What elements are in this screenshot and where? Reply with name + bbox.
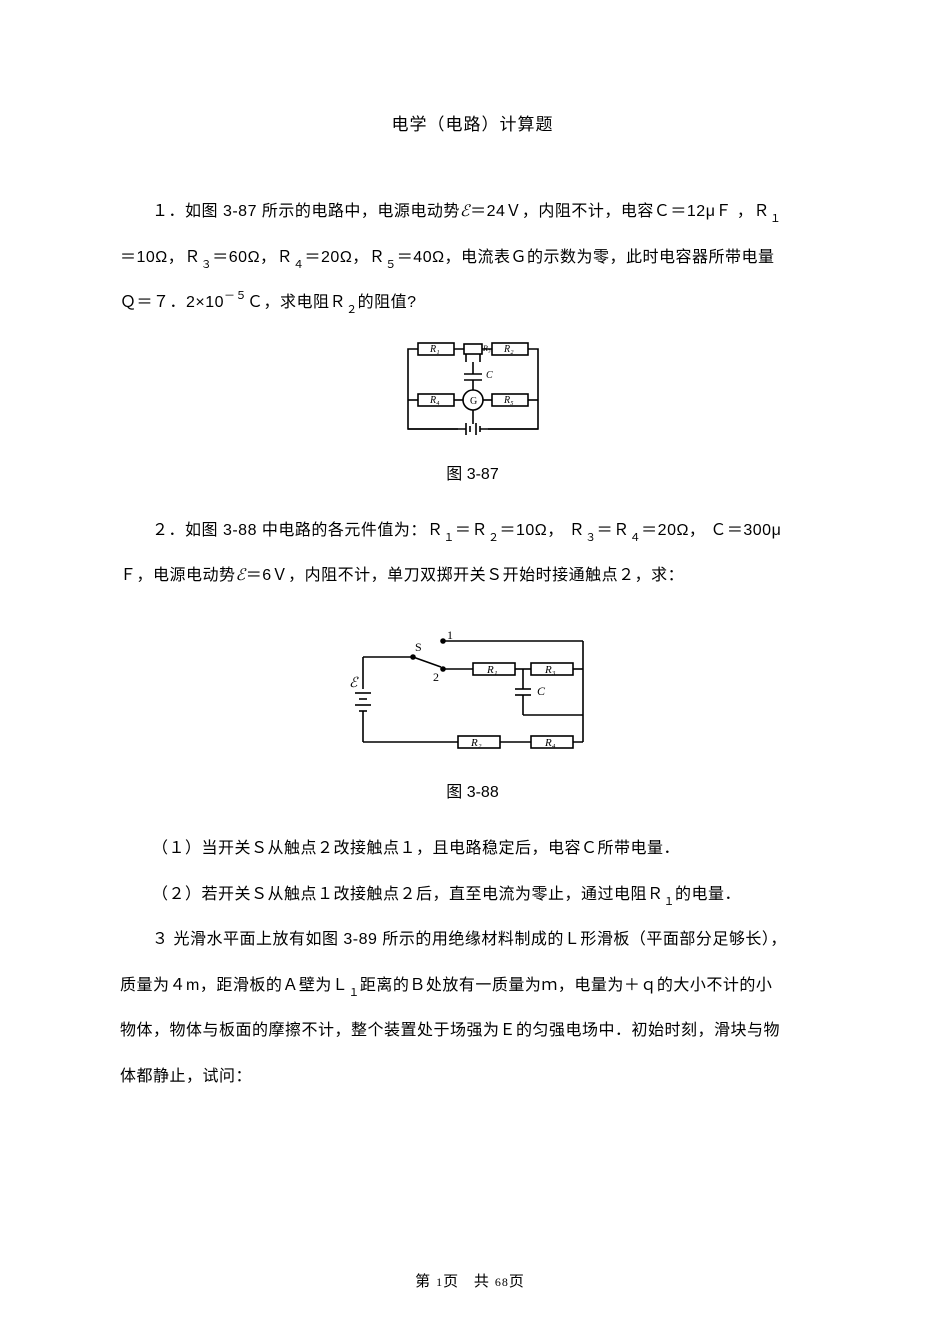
- label-r1-2: R₁: [486, 664, 498, 676]
- footer-c: 页: [509, 1274, 530, 1290]
- circuit-diagram-2: 1 2 S ℰ R₁ R₃ C R₂ R₄: [343, 627, 603, 767]
- label-r3-2: R₃: [544, 664, 556, 676]
- label-c: C: [486, 370, 493, 381]
- figure-3-88: 1 2 S ℰ R₁ R₃ C R₂ R₄: [120, 627, 825, 772]
- subscript-1: １: [770, 213, 782, 225]
- q1-text-a: １．如图 3-87 所示的电路中，电源电动势: [152, 203, 460, 220]
- footer-total: 68: [495, 1275, 509, 1289]
- q3-line3: 物体，物体与板面的摩擦不计，整个装置处于场强为Ｅ的匀强电场中．初始时刻，滑块与物: [120, 1010, 825, 1052]
- q2-sub4: ４: [630, 532, 642, 544]
- footer-b: 页 共: [443, 1274, 495, 1290]
- q2-l1c: ＝10Ω， Ｒ: [499, 522, 585, 539]
- q3-l2a: 质量为４m，距滑板的Ａ壁为Ｌ: [120, 977, 348, 994]
- q2s-sub1: １: [664, 896, 676, 908]
- label-r4-2: R₄: [544, 737, 556, 749]
- superscript-neg5: －５: [224, 290, 247, 302]
- q3-line2: 质量为４m，距滑板的Ａ壁为Ｌ１距离的Ｂ处放有一质量为ｍ，电量为＋ｑ的大小不计的小: [120, 965, 825, 1007]
- q2-l2b: ＝6Ｖ，内阻不计，单刀双掷开关Ｓ开始时接通触点２，求：: [246, 567, 684, 584]
- circuit-diagram-1: R₁ R₂ R₃ C G R₄ R₅: [388, 334, 558, 449]
- q2-l1d: ＝Ｒ: [597, 522, 630, 539]
- emf-symbol: ℰ: [460, 203, 470, 220]
- subscript-5: ５: [385, 259, 397, 271]
- q1-l3a: Ｑ＝７．2×10: [120, 294, 224, 311]
- label-r2-2: R₂: [470, 737, 482, 749]
- figure-3-87-caption: 图 3-87: [120, 460, 825, 484]
- q1-paragraph: １．如图 3-87 所示的电路中，电源电动势ℰ＝24Ｖ，内阻不计，电容Ｃ＝12μ…: [120, 191, 825, 233]
- q2-sub1: １: [443, 532, 455, 544]
- label-contact-1: 1: [447, 628, 453, 642]
- label-g: G: [470, 396, 477, 407]
- q3-l2b: 距离的Ｂ处放有一质量为ｍ，电量为＋ｑ的大小不计的小: [360, 977, 773, 994]
- label-contact-2: 2: [433, 670, 439, 684]
- q2-sub3: ３: [585, 532, 597, 544]
- label-r1: R₁: [429, 344, 440, 355]
- q2-l1b: ＝Ｒ: [455, 522, 488, 539]
- label-r2: R₂: [503, 344, 514, 355]
- subscript-4: ４: [293, 259, 305, 271]
- q2-paragraph-2: Ｆ，电源电动势ℰ＝6Ｖ，内阻不计，单刀双掷开关Ｓ开始时接通触点２，求：: [120, 555, 825, 597]
- q2-sub-2: （２）若开关Ｓ从触点１改接触点２后，直至电流为零止，通过电阻Ｒ１的电量．: [120, 874, 825, 916]
- q1-l3b: Ｃ，求电阻Ｒ: [247, 294, 346, 311]
- figure-3-87: R₁ R₂ R₃ C G R₄ R₅: [120, 334, 825, 454]
- subscript-3: ３: [201, 259, 213, 271]
- document-page: 电学（电路）计算题 １．如图 3-87 所示的电路中，电源电动势ℰ＝24Ｖ，内阻…: [0, 0, 945, 1337]
- emf-symbol-2: ℰ: [236, 567, 246, 584]
- q1-l2d: ＝40Ω，电流表Ｇ的示数为零，此时电容器所带电量: [397, 249, 775, 266]
- q2s-p2b: 的电量．: [675, 886, 741, 903]
- label-emf: ℰ: [349, 676, 359, 691]
- q2s-p2a: （２）若开关Ｓ从触点１改接触点２后，直至电流为零止，通过电阻Ｒ: [152, 886, 664, 903]
- q2-l2a: Ｆ，电源电动势: [120, 567, 236, 584]
- label-c-2: C: [537, 684, 546, 698]
- q3-line4: 体都静止，试问：: [120, 1056, 825, 1098]
- label-r5: R₅: [503, 395, 514, 406]
- q1-l2c: ＝20Ω，Ｒ: [305, 249, 386, 266]
- q3-line1: ３ 光滑水平面上放有如图 3-89 所示的用绝缘材料制成的Ｌ形滑板（平面部分足够…: [120, 919, 825, 961]
- footer-a: 第: [415, 1274, 436, 1290]
- label-switch-s: S: [415, 640, 422, 654]
- q1-l3c: 的阻值?: [358, 294, 417, 311]
- q3-sub1: １: [348, 987, 360, 999]
- q1-paragraph-3: Ｑ＝７．2×10－５Ｃ，求电阻Ｒ２的阻值?: [120, 282, 825, 324]
- q1-l2a: ＝10Ω，Ｒ: [120, 249, 201, 266]
- q2-l1a: ２．如图 3-88 中电路的各元件值为：Ｒ: [152, 522, 443, 539]
- page-footer: 第1页 共68页: [0, 1270, 945, 1291]
- q2-sub2: ２: [488, 532, 500, 544]
- subscript-2: ２: [346, 304, 358, 316]
- page-title: 电学（电路）计算题: [120, 110, 825, 135]
- q2-paragraph: ２．如图 3-88 中电路的各元件值为：Ｒ１＝Ｒ２＝10Ω， Ｒ３＝Ｒ４＝20Ω…: [120, 510, 825, 552]
- label-r3: R₃: [482, 344, 491, 353]
- label-r4: R₄: [429, 395, 440, 406]
- q1-l2b: ＝60Ω，Ｒ: [212, 249, 293, 266]
- q2-sub-1: （１）当开关Ｓ从触点２改接触点１，且电路稳定后，电容Ｃ所带电量．: [120, 828, 825, 870]
- figure-3-88-caption: 图 3-88: [120, 778, 825, 802]
- q2-l1e: ＝20Ω， Ｃ＝300μ: [641, 522, 781, 539]
- q1-paragraph-2: ＝10Ω，Ｒ３＝60Ω，Ｒ４＝20Ω，Ｒ５＝40Ω，电流表Ｇ的示数为零，此时电容…: [120, 237, 825, 279]
- q1-text-b: ＝24Ｖ，内阻不计，电容Ｃ＝12μＦ ，Ｒ: [470, 203, 770, 220]
